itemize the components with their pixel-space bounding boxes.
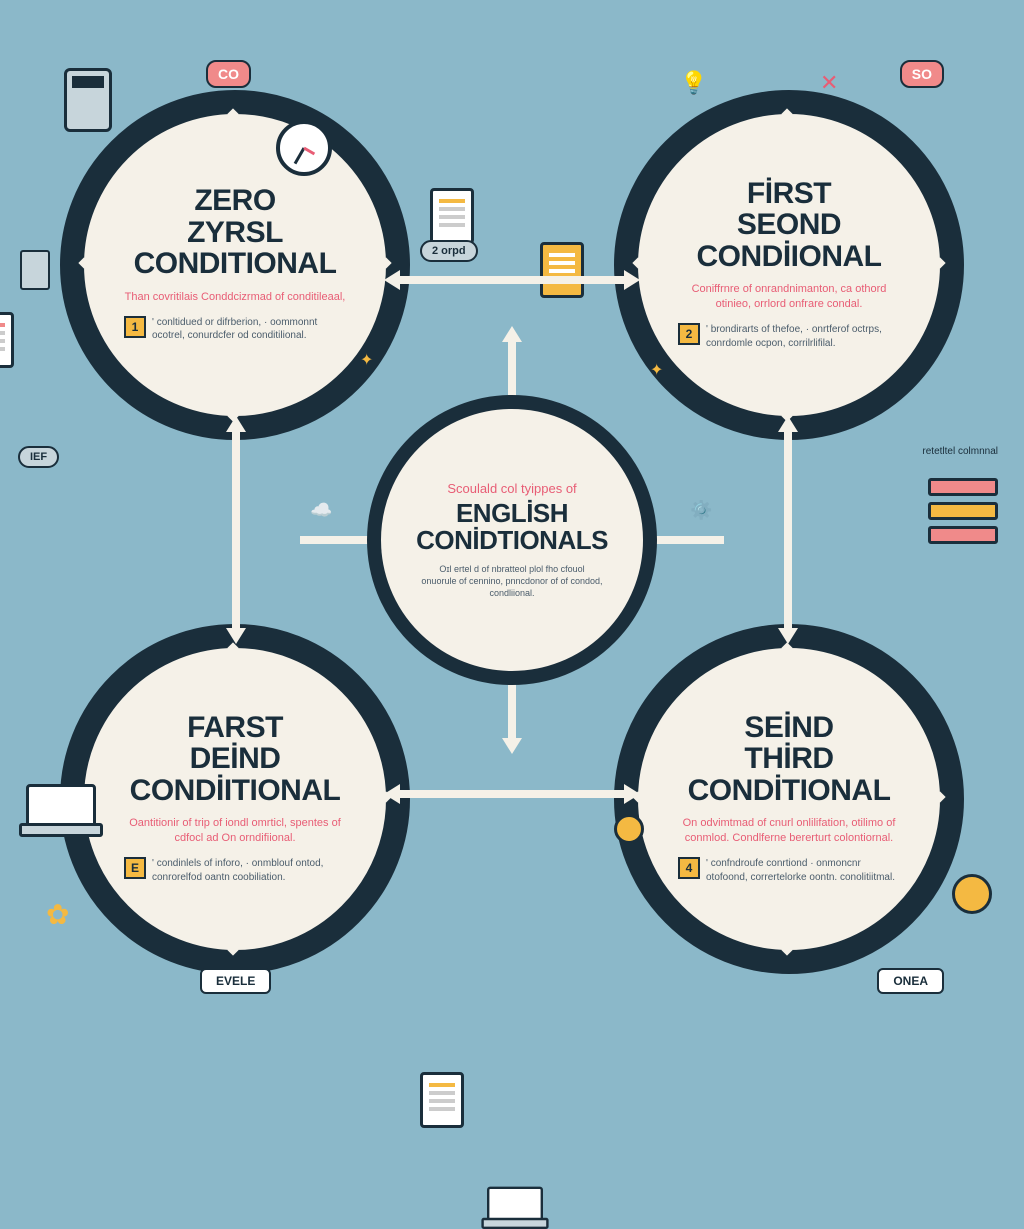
card-icon <box>20 250 50 290</box>
node-tr-bullets: 2' brondirarts of thefoe, · onrtferof oc… <box>678 323 900 352</box>
sparkle-icon: ✦ <box>650 360 663 380</box>
lightbulb-icon: 💡 <box>680 70 707 96</box>
book-icon <box>928 478 998 496</box>
node-second-conditional: FaRST DEİND CONDİITIONAL Oantitionir of … <box>60 624 410 974</box>
node-br-sub: On odvimtmad of cnurl onlilifation, otil… <box>678 816 900 845</box>
node-tr-sub: Coniffrnre of onrandnimanton, ca othord … <box>678 282 900 311</box>
laptop-small-icon <box>487 1187 543 1224</box>
center-node: Scoulald col tyippes of ENGLİSH CONİDTIO… <box>367 395 657 685</box>
node-tl-title: ZeRO ZYRSl CONDITIONAL <box>134 185 337 280</box>
tag-onea: ONEA <box>877 968 944 994</box>
document-pink-icon <box>0 312 14 368</box>
center-title: ENGLİSH CONİDTIONALS <box>416 500 608 555</box>
gear-icon: ⚙️ <box>690 500 712 521</box>
coin-icon <box>614 814 644 844</box>
x-icon: ✕ <box>820 70 838 96</box>
node-zero-conditional: ZeRO ZYRSl CONDITIONAL Than covritilais … <box>60 90 410 440</box>
pill-orpd: 2 orpd <box>420 240 478 262</box>
node-tl-bullets: 1' conltidued or difrberion, · oommonnt … <box>124 316 346 345</box>
clock-icon <box>276 120 332 176</box>
document-yellow-icon <box>540 242 584 298</box>
center-desc: Oɪl ertel d of nbratteol plol fho cfouol… <box>421 564 603 599</box>
node-bl-sub: Oantitionir of trip of iondl omrticl, sp… <box>124 816 346 845</box>
laptop-icon <box>26 784 96 830</box>
book-icon-2 <box>928 526 998 544</box>
book-yellow-icon <box>928 502 998 520</box>
node-br-title: seİND thİrd CONDİTIONAL <box>688 712 891 807</box>
badge-co: CO <box>206 60 251 88</box>
tag-evele: EVELE <box>200 968 271 994</box>
node-bl-title: FaRST DEİND CONDİITIONAL <box>130 712 341 807</box>
sparkle-icon: ✦ <box>360 350 373 370</box>
node-third-conditional: seİND thİrd CONDİTIONAL On odvimtmad of … <box>614 624 964 974</box>
node-bl-bullets: E' condinlels of inforo, · onmblouf onto… <box>124 857 346 886</box>
sun-icon <box>952 874 992 914</box>
label-retetltel: retetltel colmnnal <box>922 446 998 457</box>
center-subtitle: Scoulald col tyippes of <box>447 481 576 496</box>
calculator-icon <box>64 68 112 132</box>
pill-ief: IEF <box>18 446 59 468</box>
node-first-conditional: FİRST seoND CONDİIONAL Coniffrnre of onr… <box>614 90 964 440</box>
node-tl-sub: Than covritilais Conddcizrmad of conditi… <box>125 290 346 304</box>
node-br-bullets: 4' confndroufe conrtiond · onmoncnr otof… <box>678 857 900 886</box>
badge-so: SO <box>900 60 944 88</box>
document-icon <box>420 1072 464 1128</box>
flower-icon <box>46 904 74 932</box>
cloud-icon: ☁️ <box>310 500 332 521</box>
document-icon <box>430 188 474 244</box>
node-tr-title: FİRST seoND CONDİIONAL <box>697 178 882 273</box>
